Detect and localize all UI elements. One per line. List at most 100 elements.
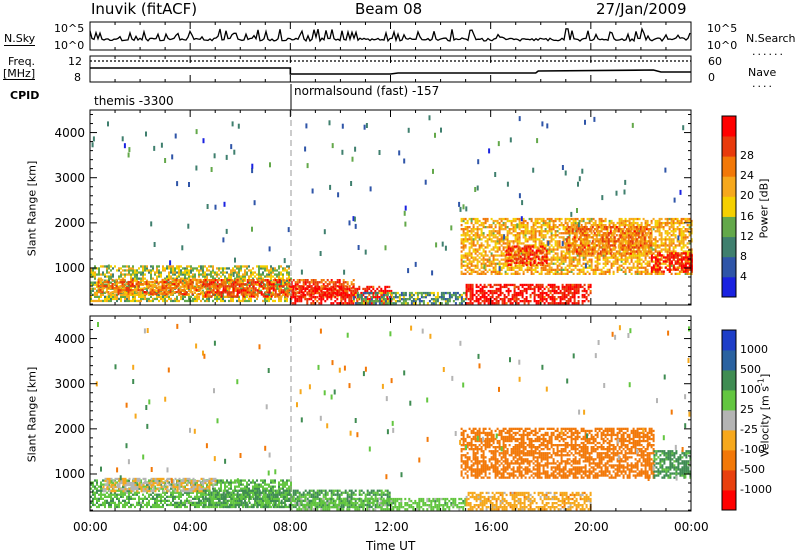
echo-cell (250, 293, 253, 296)
echo-cell (554, 244, 557, 247)
echo-cell (531, 257, 534, 260)
echo-cell (322, 291, 325, 295)
echo-cell (559, 291, 562, 295)
echo-cell (560, 246, 563, 249)
echo-cell (656, 224, 659, 227)
echo-cell (156, 277, 158, 280)
echo-cell (526, 240, 529, 243)
echo-cell (150, 275, 152, 278)
echo-cell (516, 264, 519, 267)
echo-cell (471, 293, 474, 297)
echo-cell (398, 296, 401, 299)
echo-cell (338, 285, 341, 289)
echo-cell (672, 221, 675, 225)
echo-cell (384, 298, 387, 301)
echo-cell (572, 217, 575, 221)
echo-cell (160, 295, 162, 298)
echo-cell (469, 298, 472, 301)
echo-cell (96, 299, 98, 303)
echo-cell (660, 242, 663, 245)
echo-cell (164, 297, 166, 301)
echo-cell (432, 302, 435, 305)
echo-cell (482, 262, 485, 265)
echo-cell (218, 267, 220, 270)
echo-cell (366, 287, 369, 291)
echo-cell (512, 228, 515, 231)
echo-cell (572, 221, 575, 225)
echo-cell (128, 295, 130, 298)
echo-cell (547, 302, 550, 305)
echo-cell (322, 285, 325, 288)
echo-cell (270, 271, 272, 274)
echo-cell (521, 285, 524, 289)
echo-cell (516, 232, 519, 235)
echo-cell (224, 291, 227, 294)
echo-cell (594, 219, 597, 223)
echo-cell (222, 291, 225, 294)
echo-cell (502, 254, 505, 257)
echo-cell (552, 250, 555, 253)
echo-cell (346, 289, 349, 293)
echo-cell (508, 219, 511, 223)
echo-cell (506, 217, 509, 221)
echo-cell (494, 272, 497, 275)
echo-cell (94, 299, 96, 303)
echo-cell (124, 269, 126, 272)
echo-cell (520, 221, 523, 225)
echo-cell (126, 291, 128, 294)
echo-cell (260, 291, 263, 294)
echo-cell (250, 295, 253, 298)
echo-cell (545, 300, 548, 303)
echo-cell (94, 265, 96, 268)
echo-cell (640, 224, 643, 227)
echo-cell (182, 271, 184, 274)
echo-cell (336, 289, 339, 293)
echo-cell (202, 271, 204, 274)
echo-cell (368, 302, 371, 305)
echo-cell (525, 257, 528, 260)
echo-cell (577, 291, 580, 295)
echo-cell (622, 270, 625, 273)
echo-cell (565, 302, 568, 305)
echo-cell (416, 291, 419, 295)
echo-cell (484, 246, 487, 249)
echo-cell (688, 242, 691, 245)
echo-cell (162, 265, 164, 268)
echo-cell (525, 300, 528, 303)
echo-cell (110, 273, 112, 276)
echo-cell (488, 244, 491, 247)
echo-cell (472, 268, 475, 271)
echo-cell (272, 293, 275, 296)
echo-cell (488, 238, 491, 241)
echo-cell (180, 297, 182, 301)
echo-cell (584, 248, 587, 251)
echo-cell (202, 281, 205, 284)
echo-cell (106, 287, 108, 290)
echo-cell (577, 300, 580, 303)
echo-cell (248, 265, 250, 268)
echo-cell (460, 302, 463, 305)
echo-cell (476, 228, 479, 231)
echo-cell (668, 248, 671, 251)
echo-cell (496, 250, 499, 253)
echo-cell (142, 275, 144, 278)
echo-cell (384, 291, 387, 295)
echo-cell (519, 291, 522, 295)
echo-cell (626, 230, 629, 233)
echo-cell (532, 232, 535, 235)
echo-cell (606, 262, 609, 265)
echo-cell (589, 285, 592, 289)
echo-cell (644, 219, 647, 223)
echo-cell (568, 262, 571, 265)
echo-cell (142, 273, 144, 276)
echo-cell (656, 256, 659, 259)
echo-cell (628, 268, 631, 271)
echo-cell (556, 272, 559, 275)
echo-cell (508, 268, 511, 271)
echo-cell (548, 230, 551, 233)
echo-cell (336, 285, 339, 288)
echo-cell (540, 240, 543, 243)
echo-cell (563, 291, 566, 295)
echo-cell (412, 300, 415, 303)
echo-cell (505, 259, 508, 262)
